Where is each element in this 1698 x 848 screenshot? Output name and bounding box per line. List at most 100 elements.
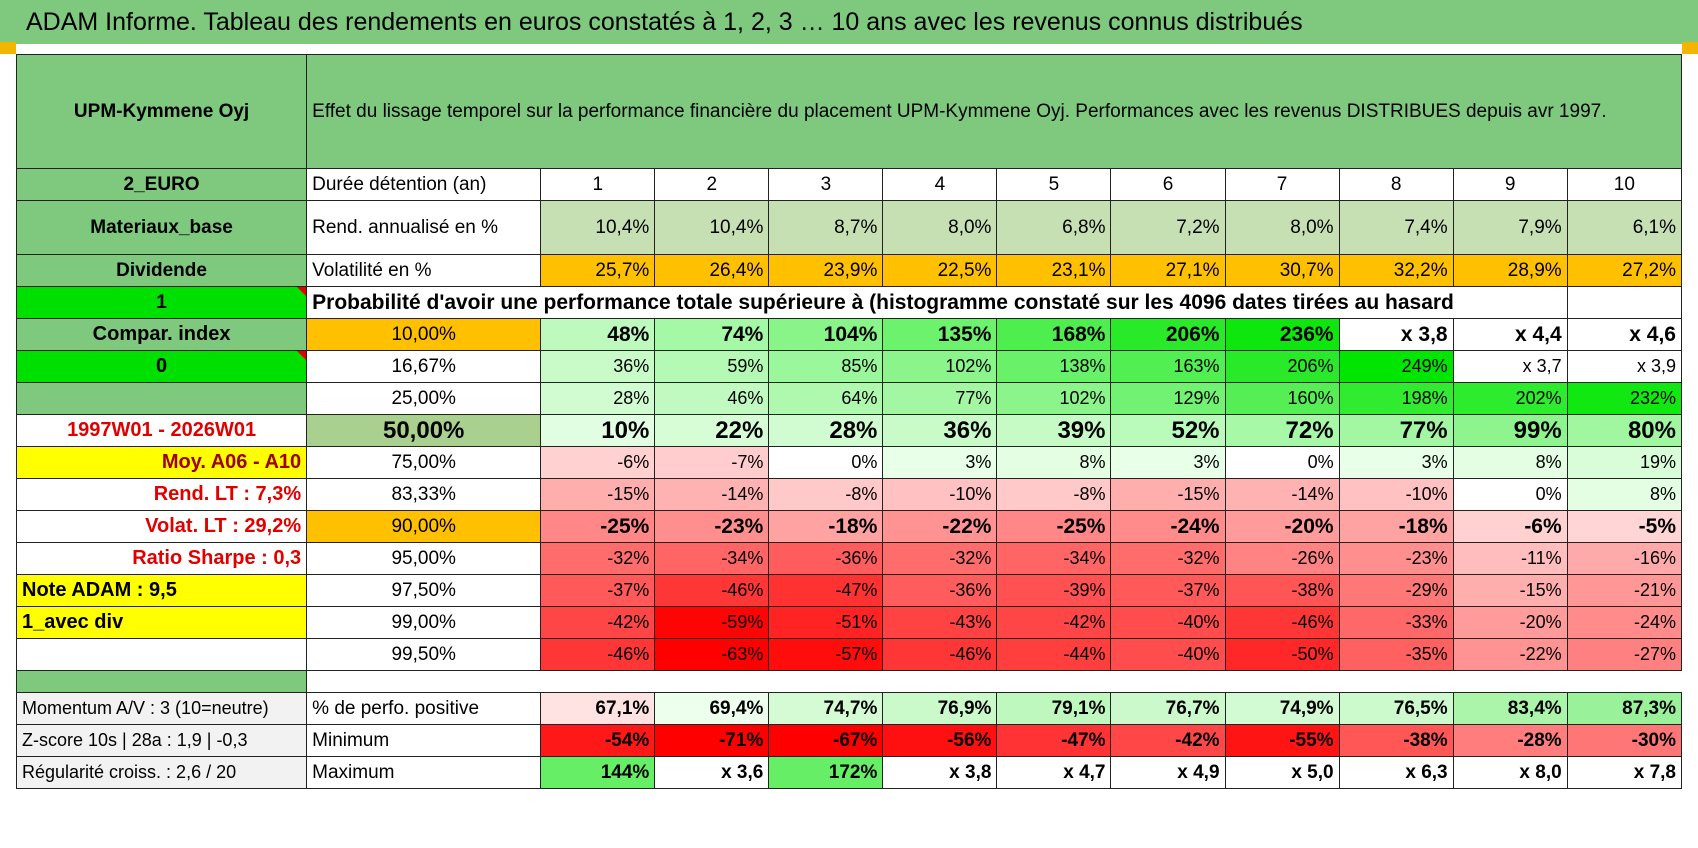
- prob-blank-1: [1453, 286, 1568, 319]
- percentile-value: 102%: [882, 350, 998, 383]
- percentile-value: -20%: [1224, 510, 1340, 543]
- percentile-value: -46%: [882, 638, 998, 671]
- percentile-value: -38%: [1224, 574, 1340, 607]
- percentile-value: -22%: [1452, 638, 1568, 671]
- percentile-value: 198%: [1338, 382, 1454, 415]
- percentile-value: -36%: [882, 574, 998, 607]
- percentile-value: -25%: [540, 510, 656, 543]
- probability-row: 1 Probabilité d'avoir une performance tot…: [15, 286, 1683, 319]
- percentile-value: 39%: [996, 414, 1112, 447]
- percentile-value: x 3,8: [1338, 318, 1454, 351]
- percentile-value: -25%: [996, 510, 1112, 543]
- percentile-left: Moy. A06 - A10: [15, 446, 308, 479]
- percentile-value: 138%: [996, 350, 1112, 383]
- percentile-value: -37%: [540, 574, 656, 607]
- percentile-value: -11%: [1452, 542, 1568, 575]
- row-value: 7,2%: [1110, 200, 1226, 255]
- stats-value: -56%: [882, 724, 998, 757]
- row-value: 10,4%: [654, 200, 770, 255]
- percentile-value: 3%: [1338, 446, 1454, 479]
- percentile-row-6: Volat. LT : 29,2% 90,00% -25% -23% -18% -22% -…: [15, 510, 1683, 543]
- percentile-left: [15, 382, 308, 415]
- percentile-value: 64%: [768, 382, 884, 415]
- stats-value: -71%: [654, 724, 770, 757]
- percentile-row-5: Rend. LT : 7,3% 83,33% -15% -14% -8% -10% -8% -…: [15, 478, 1683, 511]
- percentile-value: -20%: [1452, 606, 1568, 639]
- percentile-label: 97,50%: [306, 574, 542, 607]
- row-value: 3: [768, 168, 884, 201]
- percentile-value: -46%: [1224, 606, 1340, 639]
- percentile-value: 160%: [1224, 382, 1340, 415]
- row-label: Volatilité en %: [306, 254, 542, 287]
- asset-name: UPM-Kymmene Oyj: [15, 54, 308, 169]
- percentile-value: -15%: [540, 478, 656, 511]
- percentile-value: -26%: [1224, 542, 1340, 575]
- percentile-value: 36%: [540, 350, 656, 383]
- percentile-value: 0%: [1224, 446, 1340, 479]
- row-value: 27,1%: [1110, 254, 1226, 287]
- percentile-value: -32%: [540, 542, 656, 575]
- percentile-label: 99,00%: [306, 606, 542, 639]
- percentile-value: -10%: [1338, 478, 1454, 511]
- percentile-value: -18%: [768, 510, 884, 543]
- percentile-label: 95,00%: [306, 542, 542, 575]
- stats-row-2: Régularité croiss. : 2,6 / 20 Maximum 144%…: [15, 756, 1683, 789]
- percentile-left: [15, 638, 308, 671]
- prob-description: Probabilité d'avoir une performance tota…: [306, 286, 1454, 319]
- percentile-row-4: Moy. A06 - A10 75,00% -6% -7% 0% 3% 8% 3% 0% 3% 8%…: [15, 446, 1683, 479]
- percentile-value: 232%: [1566, 382, 1683, 415]
- row-value: 4: [882, 168, 998, 201]
- corner-marker-left: [0, 42, 16, 54]
- row-label: Rend. annualisé en %: [306, 200, 542, 255]
- spacer-fill: [306, 670, 1682, 693]
- percentile-value: -14%: [654, 478, 770, 511]
- row-value: 10: [1566, 168, 1683, 201]
- row-left-label: 2_EURO: [15, 168, 308, 201]
- stats-left: Z-score 10s | 28a : 1,9 | -0,3: [15, 724, 308, 757]
- stats-value: -47%: [996, 724, 1112, 757]
- percentile-value: 8%: [1566, 478, 1683, 511]
- row-value: 10,4%: [540, 200, 656, 255]
- percentile-value: -29%: [1338, 574, 1454, 607]
- stats-row-1: Z-score 10s | 28a : 1,9 | -0,3 Minimum -54…: [15, 724, 1683, 757]
- stats-value: 76,7%: [1110, 692, 1226, 725]
- percentile-value: 52%: [1110, 414, 1226, 447]
- percentile-value: 85%: [768, 350, 884, 383]
- row-value: 8,0%: [882, 200, 998, 255]
- percentile-value: -40%: [1110, 638, 1226, 671]
- percentile-left: 1997W01 - 2026W01: [15, 414, 308, 447]
- prob-blank-2: [1566, 286, 1683, 319]
- percentile-value: -27%: [1566, 638, 1683, 671]
- percentile-value: 59%: [654, 350, 770, 383]
- row-value: 8: [1338, 168, 1454, 201]
- percentile-value: -34%: [996, 542, 1112, 575]
- stats-value: -55%: [1224, 724, 1340, 757]
- stats-value: x 6,3: [1338, 756, 1454, 789]
- summary-row-1: Materiaux_base Rend. annualisé en % 10,4% 1…: [15, 200, 1683, 255]
- summary-row-0: 2_EURO Durée détention (an) 1 2 3 4 5 6 7 8 9 10: [15, 168, 1683, 201]
- percentile-left: Volat. LT : 29,2%: [15, 510, 308, 543]
- percentile-value: 135%: [882, 318, 998, 351]
- percentile-left: Compar. index: [15, 318, 308, 351]
- row-value: 28,9%: [1452, 254, 1568, 287]
- percentile-value: 3%: [1110, 446, 1226, 479]
- stats-value: -67%: [768, 724, 884, 757]
- percentile-value: -6%: [540, 446, 656, 479]
- percentile-value: -5%: [1566, 510, 1683, 543]
- percentile-value: 46%: [654, 382, 770, 415]
- row-value: 6,8%: [996, 200, 1112, 255]
- stats-value: x 3,6: [654, 756, 770, 789]
- percentile-value: x 3,7: [1452, 350, 1568, 383]
- percentile-label: 16,67%: [306, 350, 542, 383]
- percentile-value: x 4,6: [1566, 318, 1683, 351]
- header-description: Effet du lissage temporel sur la perform…: [306, 54, 1682, 169]
- stats-value: x 7,8: [1566, 756, 1683, 789]
- percentile-value: 3%: [882, 446, 998, 479]
- percentile-value: -18%: [1338, 510, 1454, 543]
- percentile-value: 236%: [1224, 318, 1340, 351]
- percentile-value: -32%: [882, 542, 998, 575]
- percentile-value: -24%: [1110, 510, 1226, 543]
- row-value: 22,5%: [882, 254, 998, 287]
- stats-value: x 8,0: [1452, 756, 1568, 789]
- stats-value: x 4,9: [1110, 756, 1226, 789]
